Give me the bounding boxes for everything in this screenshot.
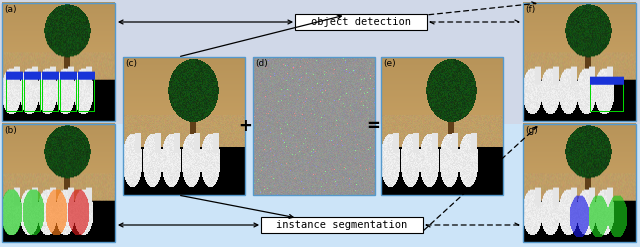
Bar xyxy=(253,57,375,195)
Text: (e): (e) xyxy=(383,59,396,68)
Text: (c): (c) xyxy=(125,59,137,68)
Text: (g): (g) xyxy=(525,126,538,135)
Bar xyxy=(523,124,636,242)
Text: (b): (b) xyxy=(4,126,17,135)
FancyBboxPatch shape xyxy=(295,14,427,30)
Text: (a): (a) xyxy=(4,5,17,14)
Bar xyxy=(381,57,503,195)
Bar xyxy=(2,3,115,121)
Bar xyxy=(123,57,245,195)
Text: instance segmentation: instance segmentation xyxy=(276,220,408,230)
Text: +: + xyxy=(238,117,252,135)
Bar xyxy=(523,3,636,121)
Text: object detection: object detection xyxy=(311,17,411,27)
Text: (d): (d) xyxy=(255,59,268,68)
Text: =: = xyxy=(366,117,380,135)
Bar xyxy=(2,124,115,242)
Bar xyxy=(0,124,640,247)
Text: (f): (f) xyxy=(525,5,535,14)
Bar xyxy=(0,0,640,124)
FancyBboxPatch shape xyxy=(261,217,423,233)
